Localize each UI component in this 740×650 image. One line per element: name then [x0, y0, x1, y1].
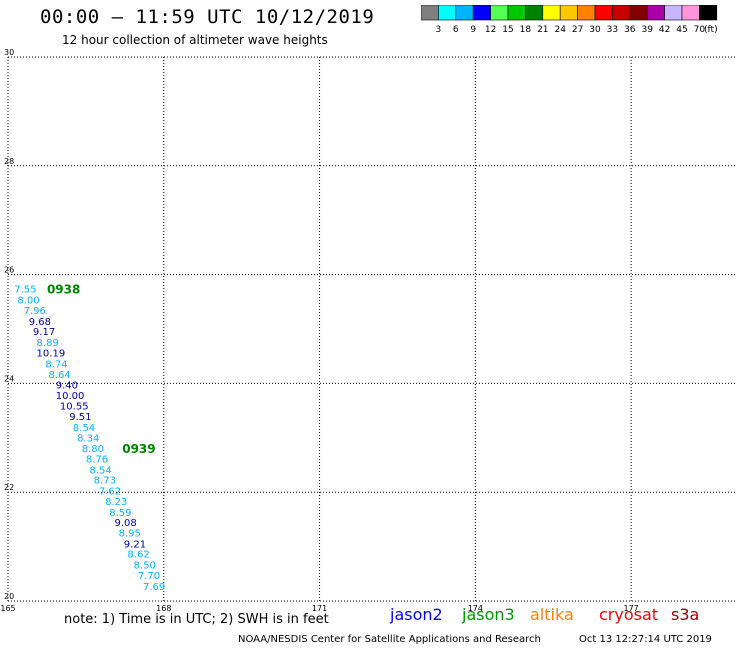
wave-height-point: 8.34: [77, 433, 99, 444]
y-tick-label: 20: [4, 592, 14, 601]
wave-height-point: 9.51: [69, 412, 91, 423]
colorbar-label: 42: [659, 25, 670, 35]
wave-height-point: 8.54: [90, 465, 112, 476]
wave-height-point: 8.59: [109, 508, 131, 519]
y-tick-label: 28: [4, 157, 14, 166]
wave-height-point: 8.64: [49, 370, 71, 381]
wave-height-point: 9.17: [33, 327, 55, 338]
colorbar-label: 70: [694, 25, 706, 35]
wave-height-point: 8.73: [94, 476, 116, 487]
wave-height-point: 9.40: [56, 380, 78, 391]
colorbar-label: 15: [502, 25, 513, 35]
colorbar-label: 3: [436, 25, 442, 35]
wave-height-point: 9.08: [114, 518, 136, 529]
wave-height-point: 7.70: [138, 571, 160, 582]
wave-height-point: 10.19: [37, 348, 66, 359]
colorbar-label: 33: [607, 25, 618, 35]
wave-height-point: 9.68: [29, 317, 51, 328]
wave-height-point: 8.74: [45, 359, 67, 370]
wave-height-point: 10.00: [56, 391, 85, 402]
note-text: note: 1) Time is in UTC; 2) SWH is in fe…: [64, 612, 329, 627]
wave-height-point: 7.69: [143, 582, 165, 593]
wave-height-point: 8.80: [82, 444, 104, 455]
legend-cryosat: cryosat: [599, 605, 659, 624]
wave-height-point: 7.62: [99, 487, 121, 498]
wave-height-point: 8.50: [134, 561, 156, 572]
footer-timestamp: Oct 13 12:27:14 UTC 2019: [579, 634, 712, 645]
colorbar-label: 39: [641, 25, 653, 35]
wave-height-point: 8.00: [17, 296, 39, 307]
colorbar-label: 24: [554, 25, 566, 35]
x-tick-label: 171: [312, 604, 327, 613]
wave-height-colorbar: 3 6 9 12 15 18 21 24 27 30 33 36 39 42 45 70(ft): [421, 5, 718, 35]
colorbar-label: 21: [537, 25, 548, 35]
legend-s3a: s3a: [671, 605, 700, 624]
chart-title: 00:00 – 11:59 UTC 10/12/2019: [40, 6, 375, 28]
wave-height-point: 8.23: [105, 497, 127, 508]
colorbar-label: 36: [624, 25, 636, 35]
wave-height-point: 8.62: [127, 550, 149, 561]
wave-height-point: 9.21: [124, 539, 146, 550]
colorbar-unit: (ft): [704, 25, 718, 35]
colorbar-label: 9: [470, 25, 476, 35]
colorbar-label: 6: [453, 25, 459, 35]
x-tick-label: 177: [624, 604, 639, 613]
wave-height-point: 10.55: [60, 402, 89, 413]
wave-height-point: 8.54: [73, 423, 95, 434]
wave-height-point: 8.89: [37, 338, 59, 349]
colorbar-label: 12: [485, 25, 496, 35]
chart-subtitle: 12 hour collection of altimeter wave hei…: [62, 33, 328, 47]
wave-height-point: 7.96: [24, 306, 46, 317]
y-tick-label: 30: [4, 48, 14, 57]
y-tick-label: 24: [4, 374, 14, 383]
colorbar-label: 30: [589, 25, 601, 35]
legend-jason3: jason3: [462, 605, 515, 624]
time-annotation: 0939: [122, 442, 155, 456]
footer-agency: NOAA/NESDIS Center for Satellite Applica…: [238, 634, 541, 645]
y-tick-label: 22: [4, 483, 14, 492]
colorbar-swatch: [699, 5, 718, 21]
legend-jason2: jason2: [390, 605, 443, 624]
wave-height-point: 7.55: [14, 285, 36, 296]
colorbar-label: 45: [676, 25, 687, 35]
time-annotation: 0938: [47, 283, 80, 297]
wave-height-point: 8.76: [86, 454, 108, 465]
colorbar-label: 27: [572, 25, 583, 35]
legend-altika: altika: [530, 605, 574, 624]
y-tick-label: 26: [4, 266, 14, 275]
x-tick-label: 174: [468, 604, 483, 613]
colorbar-label: 18: [520, 25, 532, 35]
x-tick-label: 168: [156, 604, 171, 613]
x-tick-label: 165: [0, 604, 15, 613]
wave-height-point: 8.95: [119, 528, 141, 539]
